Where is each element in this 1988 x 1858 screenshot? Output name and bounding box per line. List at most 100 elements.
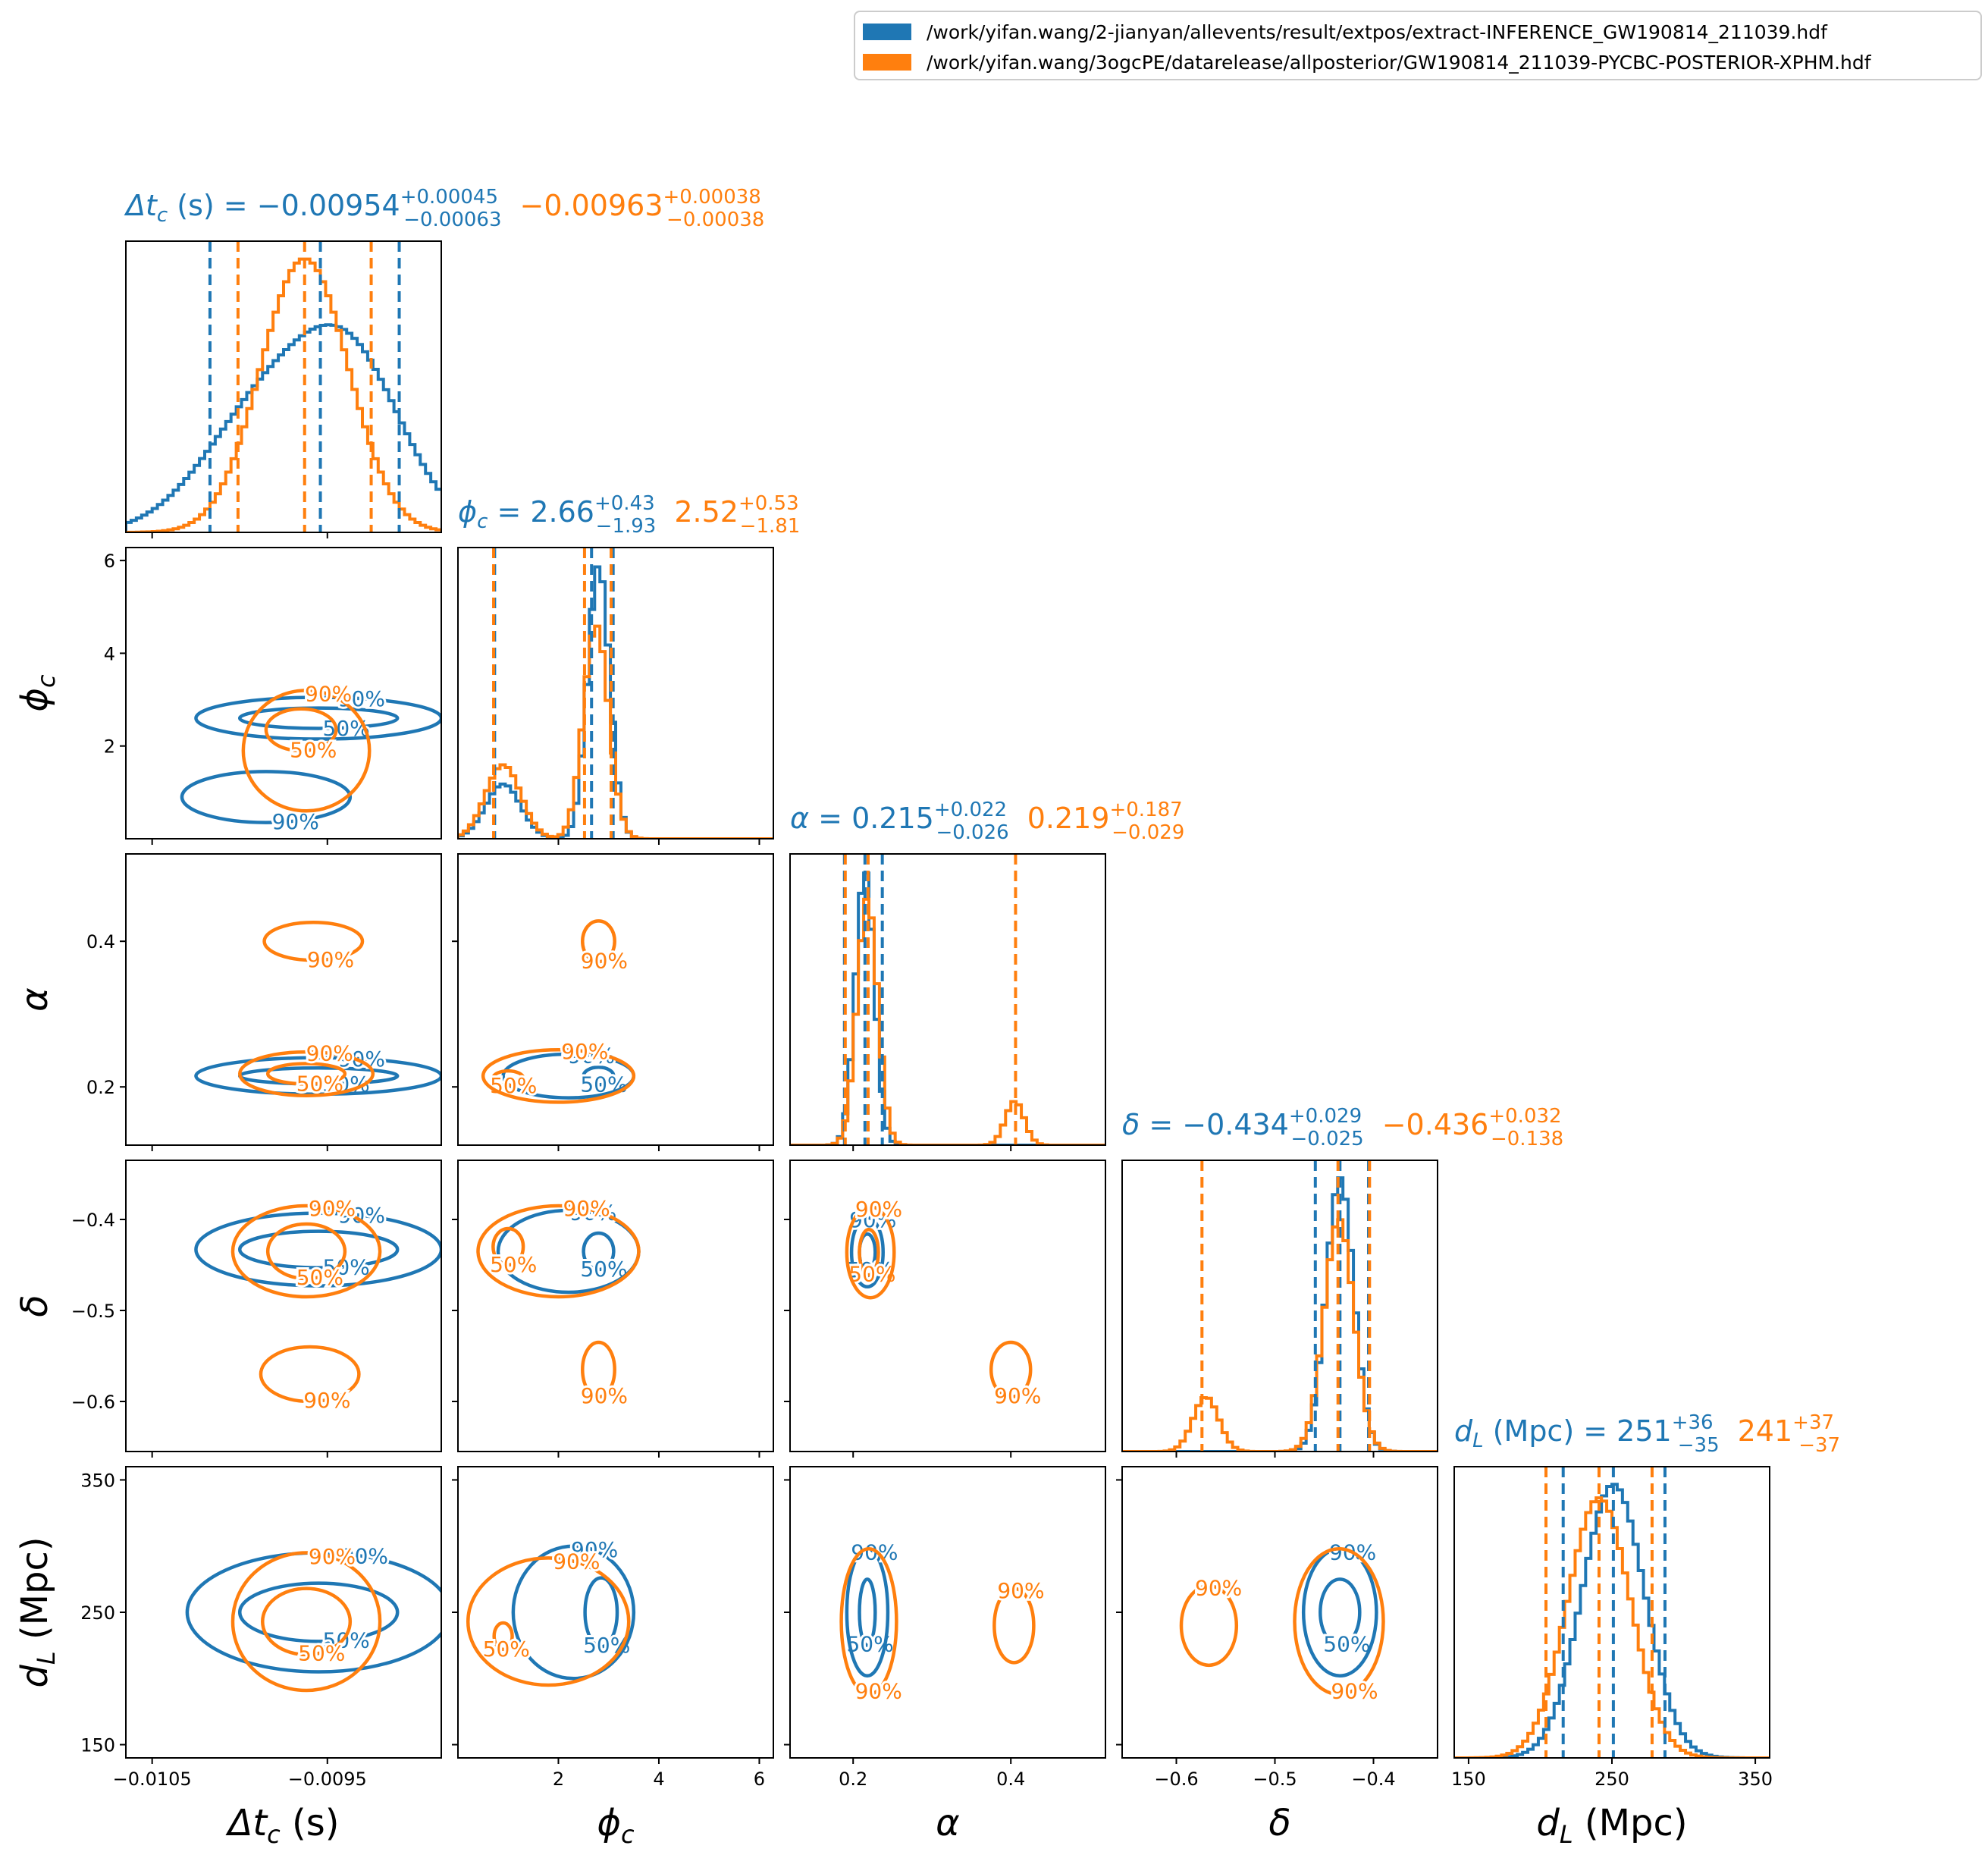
contour-orange-90pct [581,1340,616,1399]
y-axis-label-alpha: α [14,987,56,1012]
contour-label-orange: 50% [298,1641,345,1666]
panel-frame [789,853,1106,1146]
contour-label-orange: 50% [490,1252,537,1277]
contour-blue-50pct [583,1576,619,1649]
y-axis-label-phic: ϕc [14,674,61,712]
contour-label-orange: 50% [490,1073,537,1098]
contour-label-blue: 90% [569,1200,616,1226]
legend-swatch-blue [863,24,911,40]
histogram-blue-phic [458,565,773,839]
panel-frame [125,1466,442,1759]
x-tick-label-alpha: 0.4 [996,1769,1025,1790]
contour-orange-50pct [265,1062,347,1086]
panel-frame [125,547,442,840]
contour-label-orange: 90% [561,1039,608,1064]
y-axis-label-delta: δ [14,1295,56,1317]
contour-orange-90pct [241,689,372,813]
x-tick-label-phic: 4 [653,1769,664,1790]
histogram-orange-dtc [126,257,441,532]
panel-title-delta: δ = −0.434+0.029 −0.025 −0.436+0.032 −0.138 [1122,1105,1563,1150]
y-tick-label-phic: 4 [104,643,115,664]
contour-blue-90pct [1301,1546,1378,1678]
panel-alpha-dtc: 50%90%50%90%90% [125,853,442,1146]
contour-orange-90pct [1293,1546,1385,1696]
y-tick-label-alpha: 0.4 [86,931,115,953]
contour-label-blue: 90% [1329,1539,1376,1565]
contour-label-blue: 90% [571,1537,618,1562]
legend-label-orange: /work/yifan.wang/3ogcPE/datarelease/allp… [927,51,1871,74]
contour-label-orange: 90% [855,1197,902,1222]
contour-orange-90pct [581,919,616,964]
panel-title-phic: ϕc = 2.66+0.43 −1.93 2.52+0.53 −1.81 [458,492,800,538]
panel-delta-phic: 50%90%50%90%90% [457,1160,774,1452]
y-tick-label-alpha: 0.2 [86,1077,115,1098]
contour-blue-90pct [845,1546,890,1678]
contour-blue-90pct [849,1216,885,1289]
x-axis-label-dl: dL (Mpc) [1536,1802,1687,1849]
contour-label-blue: 90% [568,1043,615,1068]
contour-orange-90pct [839,1546,898,1696]
contour-orange-90pct [230,1551,382,1693]
panel-dl-phic: 50%90%50%90% [457,1466,774,1759]
contour-label-blue: 50% [1323,1631,1370,1656]
x-tick-label-delta: −0.5 [1253,1769,1297,1790]
x-tick-label-alpha: 0.2 [839,1769,867,1790]
contour-orange-50pct [858,1227,880,1277]
contour-orange-50pct [492,1621,514,1652]
contour-orange-50pct [265,1222,347,1281]
panel-title-alpha: α = 0.215+0.022 −0.026 0.219+0.187 −0.029 [790,799,1184,844]
panel-frame [789,1466,1106,1759]
contour-label-orange: 50% [483,1637,530,1662]
histogram-blue-delta [1122,1176,1438,1452]
panel-delta-delta [1121,1160,1438,1452]
contour-label-orange: 90% [306,1041,353,1066]
x-tick-label-dtc: −0.0095 [288,1769,367,1790]
legend-entry-blue: /work/yifan.wang/2-jianyan/allevents/res… [863,18,1827,46]
panel-title-dtc: Δtc (s) = −0.00954+0.00045 −0.00063 −0.009… [124,186,764,231]
contour-orange-90pct [259,1345,361,1404]
contour-label-blue: 50% [580,1072,627,1097]
contour-orange-90pct [262,920,365,962]
contour-orange-90pct [481,1047,636,1104]
panel-title-dl: dL (Mpc) = 251+36 −35 241+37 −37 [1454,1411,1840,1457]
panel-dl-alpha: 50%90%90%90% [789,1466,1106,1759]
contour-label-orange: 90% [997,1578,1044,1603]
panel-dl-delta: 50% 90% 90% 90% [1121,1466,1438,1759]
panel-phic-phic [457,547,774,840]
panel-frame [1121,1160,1438,1452]
histogram-orange-alpha [790,897,1105,1145]
contour-blue-90pct [180,770,353,824]
contour-orange-90pct [237,1050,375,1097]
contour-label-orange: 90% [1331,1678,1378,1703]
x-tick-label-delta: −0.4 [1351,1769,1395,1790]
contour-orange-90pct [230,1204,382,1299]
contour-blue-50pct [237,1581,400,1643]
x-tick-label-phic: 6 [754,1769,765,1790]
panel-frame [125,1160,442,1452]
contour-orange-50pct [264,707,338,753]
panel-delta-alpha: 50%90%50%90%90% [789,1160,1106,1452]
contour-orange-90pct [989,1340,1033,1399]
contour-orange-90pct [845,1204,896,1300]
contour-label-orange: 90% [309,1544,356,1569]
contour-label-orange: 90% [1195,1576,1242,1601]
contour-label-orange: 90% [581,949,628,974]
x-axis-label-alpha: α [936,1802,960,1844]
y-tick-label-phic: 2 [104,736,115,758]
panel-frame [125,240,442,533]
legend: /work/yifan.wang/2-jianyan/allevents/res… [854,11,1982,80]
x-tick-label-dl: 250 [1594,1769,1629,1790]
y-tick-label-delta: −0.6 [71,1392,115,1413]
y-tick-label-delta: −0.4 [71,1210,115,1231]
contour-orange-90pct [1179,1583,1239,1668]
panel-phic-dtc: 50%90%90%50%90% [125,547,442,840]
contour-orange-50pct [261,1587,353,1657]
contour-blue-90pct [194,695,441,741]
legend-label-blue: /work/yifan.wang/2-jianyan/allevents/res… [927,20,1827,43]
contour-orange-90pct [992,1587,1036,1665]
panel-frame [1121,1466,1438,1759]
panel-dtc-dtc [125,240,442,533]
x-tick-label-dl: 150 [1451,1769,1486,1790]
contour-orange-90pct [466,1556,631,1687]
histogram-orange-delta [1122,1218,1438,1452]
